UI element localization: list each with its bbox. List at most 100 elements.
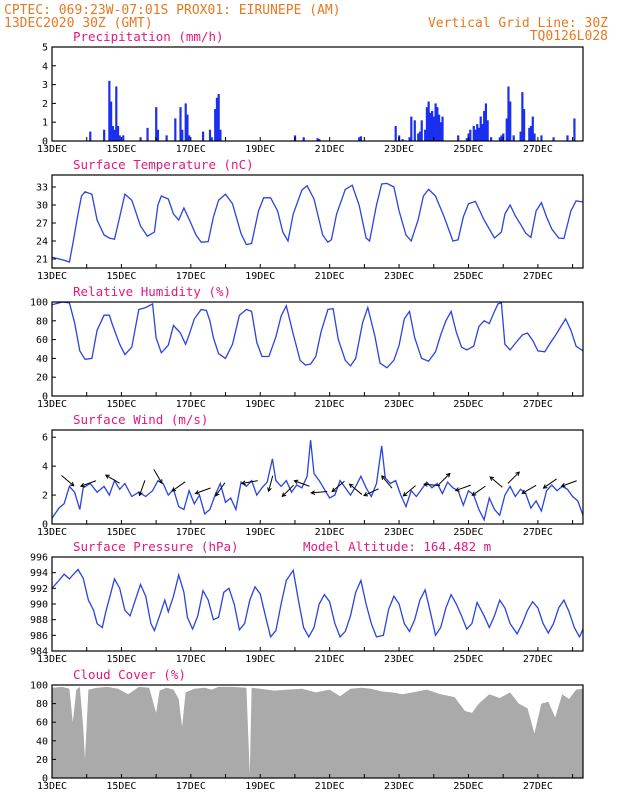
precip-bar — [215, 97, 219, 141]
y-tick-label: 0 — [42, 520, 48, 531]
y-tick-label: 996 — [30, 553, 48, 564]
temperature-frame — [51, 174, 584, 269]
precip-bar — [427, 101, 430, 141]
precip-bar — [179, 107, 182, 141]
header-line2-right: Vertical Grid Line: 30Z — [428, 16, 608, 31]
x-tick-label: 23DEC — [384, 271, 414, 282]
wind-arrow — [240, 480, 258, 486]
y-tick-label: 60 — [36, 335, 48, 346]
precip-bar — [439, 122, 442, 141]
precip-bar — [208, 129, 212, 141]
y-tick-label: 2 — [42, 99, 48, 110]
precip-bar — [465, 138, 468, 141]
y-tick-label: 20 — [36, 755, 48, 766]
wind-arrow — [310, 490, 328, 495]
header-line1: CPTEC: 069:23W-07:01S PROX01: EIRUNEPE (… — [4, 3, 341, 18]
precip-bar — [420, 120, 423, 141]
x-tick-label: 19DEC — [245, 527, 275, 538]
wind-arrow — [267, 475, 274, 493]
precipitation-frame — [51, 46, 584, 142]
y-tick-label: 4 — [42, 462, 48, 473]
precip-bar — [437, 114, 441, 141]
x-tick-label: 25DEC — [453, 399, 483, 410]
precip-bar — [116, 125, 120, 141]
x-tick-label: 19DEC — [245, 144, 275, 155]
precip-bar — [528, 127, 531, 141]
x-tick-label: 21DEC — [315, 527, 345, 538]
x-tick-label: 19DEC — [245, 271, 275, 282]
y-tick-label: 1 — [42, 118, 48, 129]
x-tick-label: 21DEC — [315, 654, 345, 665]
x-tick-label: 21DEC — [315, 144, 345, 155]
precip-bar — [115, 86, 118, 141]
x-tick-label: 27DEC — [523, 781, 553, 792]
wind-arrow — [331, 480, 345, 493]
wind-arrow — [381, 475, 393, 489]
x-tick-label: 13DEC — [37, 527, 67, 538]
y-tick-label: 3 — [42, 80, 48, 91]
precip-bar — [552, 137, 555, 141]
precip-bar — [424, 129, 427, 141]
precip-bar — [188, 135, 191, 141]
precip-bar — [498, 137, 501, 141]
precip-bar — [410, 116, 413, 141]
pressure-annotation: Model Altitude: 164.482 m — [303, 539, 491, 554]
x-tick-label: 15DEC — [106, 527, 136, 538]
x-tick-label: 19DEC — [245, 654, 275, 665]
pressure-panel: Surface Pressure (hPa) Model Altitude: 16… — [30, 539, 584, 665]
x-tick-label: 27DEC — [523, 144, 553, 155]
wind-line — [51, 440, 584, 522]
y-tick-label: 33 — [36, 183, 48, 194]
precip-bar — [425, 107, 429, 141]
precip-bar — [431, 110, 434, 141]
y-tick-label: 990 — [30, 600, 48, 611]
x-tick-label: 17DEC — [176, 399, 206, 410]
precip-bar — [146, 127, 149, 141]
x-tick-label: 23DEC — [384, 654, 414, 665]
precip-bar — [108, 80, 111, 141]
precip-bar — [429, 112, 432, 141]
precip-bar — [155, 107, 158, 141]
x-tick-label: 21DEC — [315, 271, 345, 282]
precip-bar — [201, 131, 205, 141]
precip-bar — [210, 137, 213, 141]
y-tick-label: 2 — [42, 491, 48, 502]
wind-arrow — [215, 482, 226, 497]
y-tick-label: 6 — [42, 433, 48, 444]
precip-bar — [408, 137, 411, 141]
x-tick-label: 25DEC — [453, 271, 483, 282]
precip-bar — [573, 118, 576, 141]
precip-bar — [531, 116, 534, 141]
precip-bar — [507, 86, 510, 141]
precip-bar — [540, 135, 543, 141]
precip-bar — [432, 116, 435, 141]
wind-arrow — [363, 488, 379, 497]
wind-frame — [51, 429, 584, 525]
x-tick-label: 17DEC — [176, 271, 206, 282]
pressure-line — [51, 568, 584, 639]
wind-panel: Surface Wind (m/s) 0 2 4 6 13DEC 15DEC 17DEC 19D… — [37, 412, 584, 538]
precip-bar — [401, 139, 404, 141]
precip-bar — [111, 125, 114, 141]
y-tick-label: 5 — [42, 43, 48, 54]
x-tick-label: 19DEC — [245, 781, 275, 792]
wind-arrow — [281, 484, 295, 498]
wind-arrow — [138, 480, 146, 497]
precip-bar — [521, 92, 524, 141]
x-tick-label: 27DEC — [523, 527, 553, 538]
wind-arrow — [542, 478, 557, 489]
y-tick-label: 4 — [42, 61, 48, 72]
precip-bar — [533, 133, 536, 141]
x-tick-label: 13DEC — [37, 271, 67, 282]
precip-bar — [394, 125, 397, 141]
precip-bar — [490, 137, 493, 141]
wind-arrow — [153, 469, 163, 485]
temperature-panel: Surface Temperature (nC) 21 24 27 30 33 13DEC 1… — [36, 157, 584, 282]
precip-bar — [441, 116, 444, 141]
y-tick-label: 992 — [30, 584, 48, 595]
wind-arrow — [348, 483, 363, 495]
precip-bar — [500, 135, 503, 141]
humidity-line — [51, 301, 584, 369]
x-tick-label: 23DEC — [384, 781, 414, 792]
